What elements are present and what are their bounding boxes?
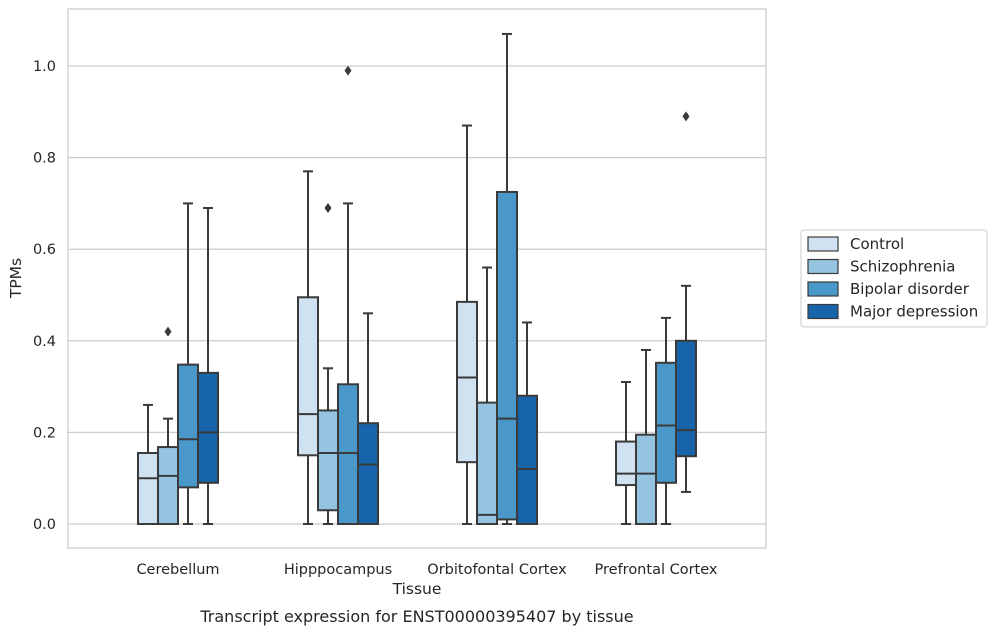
x-axis-label: Tissue [392,580,442,598]
box-body [456,300,478,464]
box-body [357,422,379,525]
outlier-marker [324,202,332,213]
box-body [496,190,518,521]
legend-swatch [807,258,839,275]
legend-label: Major depression [850,303,978,321]
outlier-marker [344,65,352,76]
y-tick-labels: 0.0 0.2 0.4 0.6 0.8 1.0 [33,59,56,533]
box-body [137,452,159,526]
y-tick-label: 0.6 [33,242,56,258]
box-3-3 [675,111,697,493]
legend: Control Schizophrenia Bipolar disorder Majo… [800,229,988,328]
box-body [516,394,538,526]
legend-swatch [807,281,839,297]
y-tick-label: 0.4 [33,334,56,350]
box-2-0 [456,124,478,525]
outlier-marker [682,111,690,122]
y-tick-label: 0.0 [33,517,56,533]
box-body [197,371,219,484]
legend-swatch [807,303,839,320]
box-body [157,446,179,525]
box-body [635,433,657,525]
box-0-3 [197,206,219,525]
box-3-0 [615,381,637,525]
y-tick-label: 0.8 [33,151,56,167]
box-body [297,296,319,457]
box-body [476,401,498,526]
legend-label: Bipolar disorder [850,280,970,298]
legend-label: Schizophrenia [850,258,955,276]
legend-frame [800,229,988,328]
y-tick-label: 1.0 [33,59,56,75]
legend-label: Control [850,235,904,253]
y-tick-label: 0.2 [33,425,56,441]
box-1-3 [357,312,379,525]
chart-caption: Transcript expression for ENST0000039540… [199,607,633,626]
box-1-2 [337,65,359,525]
box-body [177,363,199,489]
box-body [317,409,339,512]
x-tick-label: Prefrontal Cortex [595,562,718,578]
legend-swatch [807,236,839,252]
box-2-2 [496,32,518,525]
x-tick-label: Cerebellum [136,562,219,578]
box-2-3 [516,321,538,526]
box-0-0 [137,403,159,526]
box-groups [137,32,697,526]
x-tick-label: Hipppocampus [284,562,392,578]
box-3-1 [635,348,657,525]
plot-area-frame [67,8,767,549]
box-1-0 [297,170,319,525]
y-axis-label: TPMs [7,258,25,299]
box-body [675,339,697,458]
x-tick-labels: Cerebellum Hipppocampus Orbitofontal Corte… [136,562,717,578]
box-body [615,440,637,487]
x-tick-label: Orbitofontal Cortex [427,562,567,578]
box-body [337,383,359,525]
box-body [655,361,677,484]
outlier-marker [164,326,172,337]
